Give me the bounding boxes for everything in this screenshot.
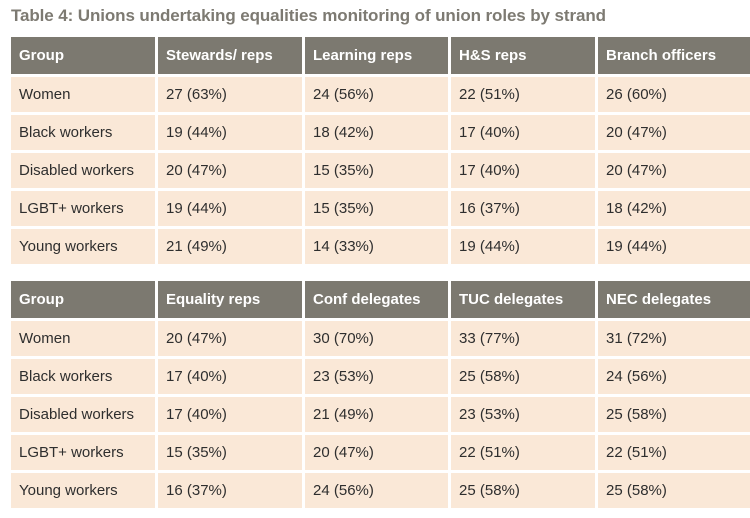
table-cell: 23 (53%)	[451, 397, 595, 432]
table-cell: 20 (47%)	[598, 153, 750, 188]
column-header-nec-delegates: NEC delegates	[598, 281, 750, 318]
table-cell: 22 (51%)	[451, 435, 595, 470]
table-cell: 18 (42%)	[598, 191, 750, 226]
table-cell: 25 (58%)	[598, 473, 750, 508]
table-cell: 17 (40%)	[158, 397, 302, 432]
row-label: Disabled workers	[11, 397, 155, 432]
column-header-equality-reps: Equality reps	[158, 281, 302, 318]
row-label: Women	[11, 77, 155, 112]
table-cell: 19 (44%)	[158, 191, 302, 226]
header-row: Group Stewards/ reps Learning reps H&S r…	[11, 37, 750, 74]
table-cell: 25 (58%)	[598, 397, 750, 432]
row-label: Young workers	[11, 473, 155, 508]
column-header-branch-officers: Branch officers	[598, 37, 750, 74]
table-cell: 24 (56%)	[598, 359, 750, 394]
table-cell: 31 (72%)	[598, 321, 750, 356]
row-label: Black workers	[11, 115, 155, 150]
table-cell: 15 (35%)	[305, 191, 448, 226]
table-row: LGBT+ workers 15 (35%) 20 (47%) 22 (51%)…	[11, 435, 750, 470]
row-label: Women	[11, 321, 155, 356]
table-row: Disabled workers 17 (40%) 21 (49%) 23 (5…	[11, 397, 750, 432]
column-header-group: Group	[11, 37, 155, 74]
column-header-learning-reps: Learning reps	[305, 37, 448, 74]
table-row: Women 27 (63%) 24 (56%) 22 (51%) 26 (60%…	[11, 77, 750, 112]
table-cell: 24 (56%)	[305, 473, 448, 508]
table-cell: 16 (37%)	[158, 473, 302, 508]
table-cell: 25 (58%)	[451, 473, 595, 508]
table-row: Young workers 21 (49%) 14 (33%) 19 (44%)…	[11, 229, 750, 264]
table-cell: 17 (40%)	[451, 153, 595, 188]
table-cell: 22 (51%)	[451, 77, 595, 112]
table-cell: 20 (47%)	[598, 115, 750, 150]
roles-table-1: Group Stewards/ reps Learning reps H&S r…	[8, 34, 750, 267]
table-cell: 19 (44%)	[451, 229, 595, 264]
table-cell: 20 (47%)	[158, 321, 302, 356]
column-header-tuc-delegates: TUC delegates	[451, 281, 595, 318]
table-cell: 17 (40%)	[158, 359, 302, 394]
table-cell: 30 (70%)	[305, 321, 448, 356]
row-label: Black workers	[11, 359, 155, 394]
table-cell: 18 (42%)	[305, 115, 448, 150]
table-cell: 33 (77%)	[451, 321, 595, 356]
table-cell: 15 (35%)	[305, 153, 448, 188]
table-cell: 20 (47%)	[158, 153, 302, 188]
column-header-conf-delegates: Conf delegates	[305, 281, 448, 318]
table-cell: 17 (40%)	[451, 115, 595, 150]
table-cell: 24 (56%)	[305, 77, 448, 112]
row-label: Disabled workers	[11, 153, 155, 188]
column-header-stewards-reps: Stewards/ reps	[158, 37, 302, 74]
row-label: LGBT+ workers	[11, 191, 155, 226]
table-row: Black workers 17 (40%) 23 (53%) 25 (58%)…	[11, 359, 750, 394]
table-row: LGBT+ workers 19 (44%) 15 (35%) 16 (37%)…	[11, 191, 750, 226]
table-cell: 14 (33%)	[305, 229, 448, 264]
table-row: Young workers 16 (37%) 24 (56%) 25 (58%)…	[11, 473, 750, 508]
row-label: LGBT+ workers	[11, 435, 155, 470]
table-cell: 21 (49%)	[305, 397, 448, 432]
table-cell: 15 (35%)	[158, 435, 302, 470]
table-cell: 22 (51%)	[598, 435, 750, 470]
table-title: Table 4: Unions undertaking equalities m…	[11, 6, 606, 25]
column-header-hs-reps: H&S reps	[451, 37, 595, 74]
column-header-group: Group	[11, 281, 155, 318]
table-cell: 27 (63%)	[158, 77, 302, 112]
roles-table-2: Group Equality reps Conf delegates TUC d…	[8, 278, 750, 511]
table-cell: 26 (60%)	[598, 77, 750, 112]
table-cell: 20 (47%)	[305, 435, 448, 470]
table-cell: 25 (58%)	[451, 359, 595, 394]
row-label: Young workers	[11, 229, 155, 264]
table-row: Disabled workers 20 (47%) 15 (35%) 17 (4…	[11, 153, 750, 188]
table-row: Women 20 (47%) 30 (70%) 33 (77%) 31 (72%…	[11, 321, 750, 356]
header-row: Group Equality reps Conf delegates TUC d…	[11, 281, 750, 318]
table-cell: 21 (49%)	[158, 229, 302, 264]
table-cell: 19 (44%)	[158, 115, 302, 150]
table-cell: 19 (44%)	[598, 229, 750, 264]
table-row: Black workers 19 (44%) 18 (42%) 17 (40%)…	[11, 115, 750, 150]
table-cell: 16 (37%)	[451, 191, 595, 226]
table-cell: 23 (53%)	[305, 359, 448, 394]
